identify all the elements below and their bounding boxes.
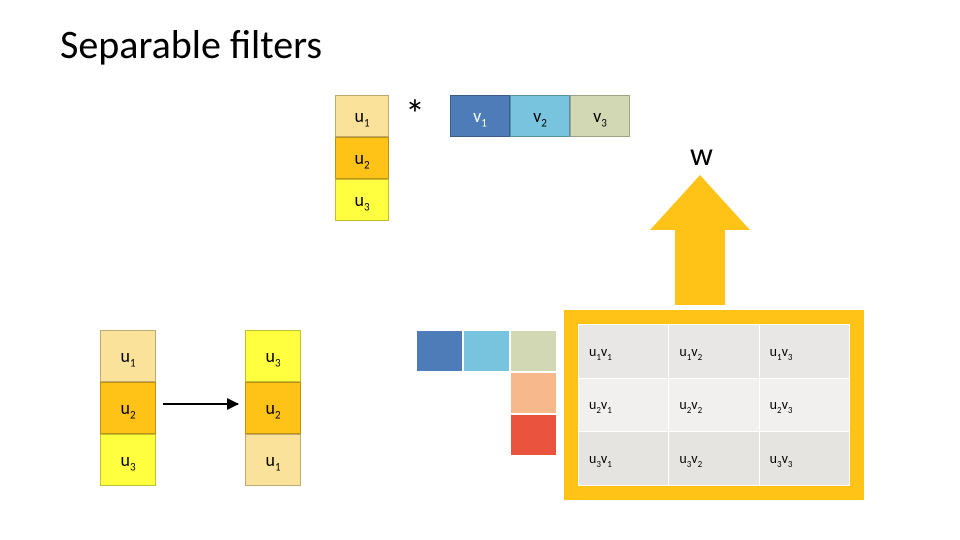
u-cell-3: u3: [335, 179, 389, 221]
cell-u1v1: u1v1: [579, 325, 669, 379]
up-arrow-icon: [650, 175, 750, 305]
p-r1: [416, 330, 463, 372]
p-c1: [510, 372, 557, 414]
partial-row-blocks: [416, 330, 557, 372]
mid-top: u3: [245, 330, 301, 382]
cell-u2v3: u2v3: [759, 378, 849, 432]
v1-label: v1: [473, 105, 487, 127]
table-row: u3v1 u3v2 u3v3: [579, 432, 850, 486]
right-arrow-icon: [163, 403, 238, 405]
outer-product-frame: u1v1 u1v2 u1v3 u2v1 u2v2 u2v3 u3v1 u3v2 …: [564, 310, 864, 500]
v-cell-2: v2: [510, 95, 570, 137]
cell-u3v1: u3v1: [579, 432, 669, 486]
u-column-vector-top: u1 u2 u3: [335, 95, 389, 221]
u1-label: u1: [354, 105, 369, 127]
cell-u1v2: u1v2: [669, 325, 759, 379]
mid-mid: u2: [245, 382, 301, 434]
u-cell-1: u1: [335, 95, 389, 137]
v2-label: v2: [533, 105, 547, 127]
v-cell-1: v1: [450, 95, 510, 137]
table-row: u2v1 u2v2 u2v3: [579, 378, 850, 432]
u3-label: u3: [354, 189, 369, 211]
u-column-permuted: u3 u2 u1: [245, 330, 301, 486]
convolution-symbol: *: [395, 90, 435, 139]
w-label: w: [690, 135, 713, 174]
left-u1: u1: [100, 330, 156, 382]
v3-label: v3: [593, 105, 607, 127]
left-u3: u3: [100, 434, 156, 486]
p-r2: [463, 330, 510, 372]
cell-u3v2: u3v2: [669, 432, 759, 486]
u-cell-2: u2: [335, 137, 389, 179]
page-title: Separable filters: [60, 20, 322, 69]
outer-product-table: u1v1 u1v2 u1v3 u2v1 u2v2 u2v3 u3v1 u3v2 …: [578, 324, 850, 486]
cell-u2v1: u2v1: [579, 378, 669, 432]
v-cell-3: v3: [570, 95, 630, 137]
mid-bot: u1: [245, 434, 301, 486]
partial-col-blocks: [510, 372, 557, 456]
p-c2: [510, 414, 557, 456]
cell-u1v3: u1v3: [759, 325, 849, 379]
u-column-left: u1 u2 u3: [100, 330, 156, 486]
cell-u2v2: u2v2: [669, 378, 759, 432]
v-row-vector: v1 v2 v3: [450, 95, 630, 137]
cell-u3v3: u3v3: [759, 432, 849, 486]
table-row: u1v1 u1v2 u1v3: [579, 325, 850, 379]
left-u2: u2: [100, 382, 156, 434]
u2-label: u2: [354, 147, 369, 169]
p-r3: [510, 330, 557, 372]
